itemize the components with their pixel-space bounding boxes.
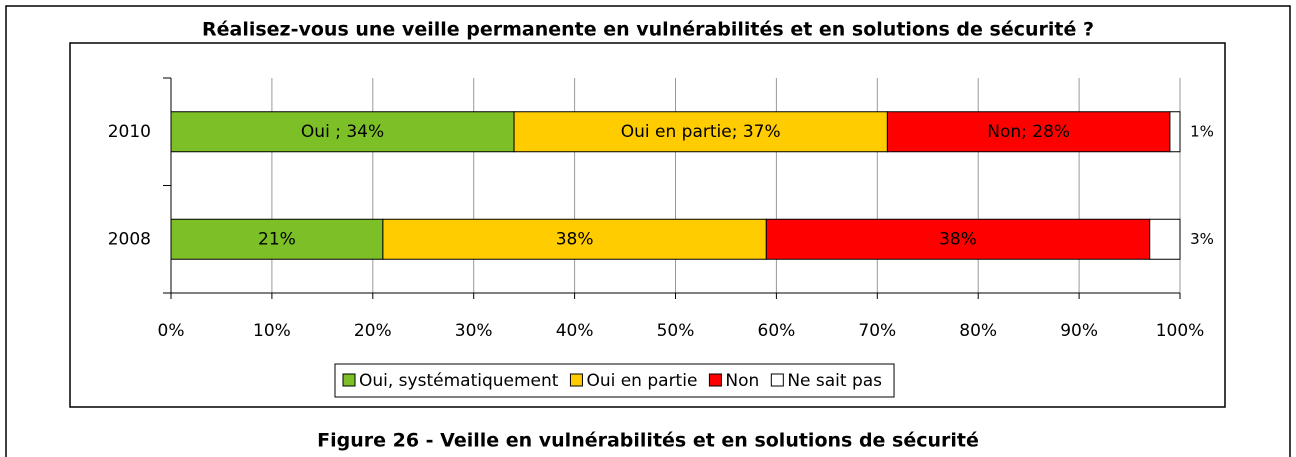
legend-swatch — [708, 373, 722, 387]
legend-box — [334, 363, 895, 398]
legend-label: Non — [725, 371, 759, 391]
value-label: Oui ; 34% — [301, 122, 384, 142]
value-label: 38% — [939, 229, 977, 249]
legend-label: Ne sait pas — [787, 371, 882, 391]
x-tick-label: 40% — [556, 321, 594, 341]
bar-segment — [382, 218, 767, 260]
legend-label: Oui en partie — [586, 371, 697, 391]
value-label: Non; 28% — [987, 122, 1070, 142]
legend-label: Oui, systématiquement — [359, 371, 559, 391]
x-tick-label: 20% — [354, 321, 392, 341]
x-tick-label: 30% — [455, 321, 493, 341]
x-tick-label: 10% — [253, 321, 291, 341]
x-tick-label: 80% — [959, 321, 997, 341]
figure-caption: Figure 26 - Veille en vulnérabilités et … — [317, 430, 979, 452]
bar-segment — [170, 111, 515, 153]
chart-title: Réalisez-vous une veille permanente en v… — [202, 19, 1094, 41]
bar-segment — [513, 111, 888, 153]
bar-segment — [1169, 111, 1181, 153]
x-tick-label: 60% — [758, 321, 796, 341]
legend-swatch — [569, 373, 583, 387]
bar-segment — [765, 218, 1151, 260]
value-label: 21% — [258, 229, 296, 249]
x-tick-label: 0% — [158, 321, 185, 341]
bar-segment — [886, 111, 1171, 153]
chart-frame — [69, 42, 1226, 408]
value-label: Oui en partie; 37% — [621, 122, 781, 142]
x-tick-label: 100% — [1156, 321, 1205, 341]
y-tick-label: 2010 — [108, 122, 151, 142]
x-tick-label: 70% — [858, 321, 896, 341]
outer-frame — [5, 5, 1291, 457]
x-tick-label: 90% — [1060, 321, 1098, 341]
legend-swatch — [342, 373, 356, 387]
bar-segment — [1149, 218, 1181, 260]
value-label: 1% — [1190, 122, 1214, 140]
x-tick-label: 50% — [657, 321, 695, 341]
legend-swatch — [770, 373, 784, 387]
y-tick-label: 2008 — [108, 229, 151, 249]
value-label: 38% — [556, 229, 594, 249]
value-label: 3% — [1190, 230, 1214, 248]
